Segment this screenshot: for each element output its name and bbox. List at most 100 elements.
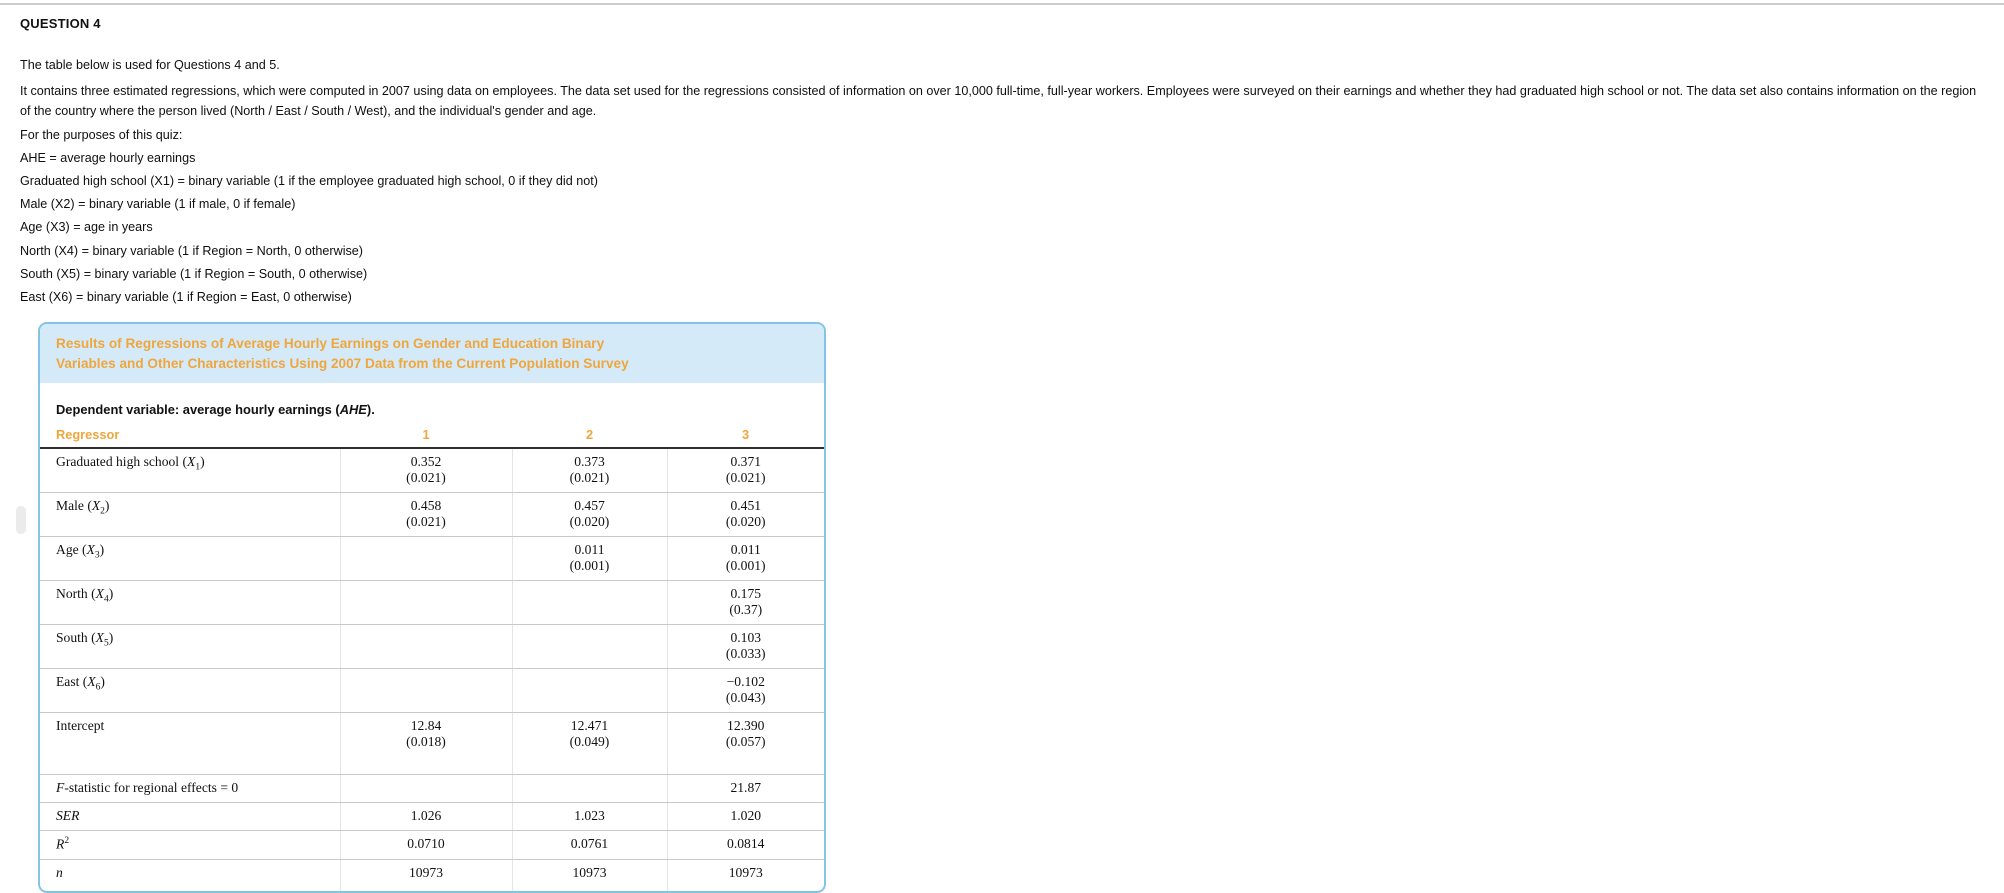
coefficient-cell — [511, 624, 667, 670]
standard-error-value: (0.020) — [569, 514, 610, 530]
scrollbar-thumb[interactable] — [16, 506, 26, 534]
coefficient-cell: 0.373 (0.021) — [511, 448, 667, 494]
statistic-cell: 10973 — [339, 859, 512, 891]
estimate-value: 0.451 — [730, 498, 762, 514]
table-title-line1: Results of Regressions of Average Hourly… — [56, 336, 605, 352]
variable-definition: North (X4) = binary variable (1 if Regio… — [20, 243, 363, 258]
table-header-row: Regressor 1 2 3 — [40, 425, 824, 450]
regression-results-table: Results of Regressions of Average Hourly… — [38, 322, 826, 893]
row-label: Graduated high school (X1) — [40, 448, 340, 494]
row-label: North (X4) — [40, 580, 340, 626]
row-label: Male (X2) — [40, 492, 340, 538]
standard-error-value: (0.043) — [725, 690, 766, 706]
intro-paragraph: It contains three estimated regressions,… — [20, 84, 1977, 119]
standard-error-value: (0.021) — [569, 470, 610, 486]
standard-error-value: (0.021) — [406, 514, 446, 530]
standard-error-value: (0.018) — [406, 734, 446, 750]
coefficient-cell — [339, 624, 512, 670]
row-label: Age (X3) — [40, 536, 340, 582]
statistic-cell: 1.023 — [511, 802, 667, 832]
estimate-value: 12.84 — [410, 718, 442, 734]
table-row: n 10973 10973 10973 — [40, 859, 824, 891]
intro-paragraph: The table below is used for Questions 4 … — [20, 58, 280, 72]
estimate-value: 0.011 — [574, 542, 605, 558]
estimate-value: −0.102 — [726, 674, 765, 690]
coefficient-cell: 0.011 (0.001) — [666, 536, 824, 582]
coefficient-cell: 0.103 (0.033) — [666, 624, 824, 670]
coefficient-cell — [511, 580, 667, 626]
coefficient-cell: 12.84 (0.018) — [339, 712, 512, 776]
regressor-header: Regressor — [40, 425, 340, 450]
estimate-value: 0.373 — [574, 454, 605, 470]
table-row: R2 0.0710 0.0761 0.0814 — [40, 830, 824, 860]
column-header-3: 3 — [667, 425, 824, 450]
standard-error-value: (0.020) — [725, 514, 766, 530]
standard-error-value: (0.021) — [725, 470, 766, 486]
table-row: Graduated high school (X1) 0.352 (0.021) 0.… — [40, 448, 824, 494]
coefficient-cell: −0.102 (0.043) — [666, 668, 824, 714]
table-row: North (X4) 0.175 (0.37) — [40, 580, 824, 626]
coefficient-cell: 12.390 (0.057) — [666, 712, 824, 776]
estimate-value: 0.371 — [730, 454, 762, 470]
row-label: East (X6) — [40, 668, 340, 714]
coefficient-cell: 0.457 (0.020) — [511, 492, 667, 538]
intro-paragraph: For the purposes of this quiz: — [20, 127, 183, 142]
coefficient-cell: 0.458 (0.021) — [339, 492, 512, 538]
estimate-value: 0.457 — [574, 498, 605, 514]
column-header-2: 2 — [512, 425, 667, 450]
statistic-cell: 0.0814 — [666, 830, 824, 860]
standard-error-value: (0.049) — [569, 734, 610, 750]
table-title-line2: Variables and Other Characteristics Usin… — [56, 356, 629, 372]
variable-definition: East (X6) = binary variable (1 if Region… — [20, 290, 352, 305]
variable-definition: Graduated high school (X1) = binary vari… — [20, 174, 598, 189]
statistic-cell: 1.026 — [339, 802, 512, 832]
standard-error-value: (0.001) — [725, 558, 766, 574]
table-row: Age (X3) 0.011 (0.001) 0.011 (0.001) — [40, 536, 824, 582]
standard-error-value: (0.057) — [725, 734, 766, 750]
statistic-cell: 21.87 — [666, 774, 824, 804]
dependent-variable-note: Dependent variable: average hourly earni… — [56, 402, 375, 418]
estimate-value: 12.390 — [727, 718, 765, 734]
coefficient-cell: 0.352 (0.021) — [339, 448, 512, 494]
coefficient-cell — [339, 668, 512, 714]
coefficient-cell — [339, 580, 512, 626]
statistic-cell — [511, 774, 667, 804]
estimate-value: 0.175 — [730, 586, 762, 602]
statistic-cell — [339, 774, 512, 804]
column-header-1: 1 — [340, 425, 512, 450]
table-row: Intercept 12.84 (0.018) 12.471 (0.049) 12.390… — [40, 712, 824, 776]
standard-error-value: (0.033) — [725, 646, 766, 662]
variable-definition: Age (X3) = age in years — [20, 220, 153, 235]
row-label: n — [56, 864, 63, 880]
statistic-cell: 1.020 — [666, 802, 824, 832]
question-intro: The table below is used for Questions 4 … — [20, 55, 1984, 307]
top-divider — [0, 3, 2004, 5]
coefficient-cell — [339, 536, 512, 582]
row-label: Intercept — [40, 712, 340, 776]
table-row: F-statistic for regional effects = 0 21.8… — [40, 774, 824, 804]
estimate-value: 0.103 — [730, 630, 762, 646]
coefficient-cell: 0.175 (0.37) — [666, 580, 824, 626]
question-title: QUESTION 4 — [20, 16, 101, 31]
estimate-value: 12.471 — [570, 718, 609, 734]
coefficient-cell — [511, 668, 667, 714]
estimate-value: 0.458 — [410, 498, 442, 514]
row-label: F-statistic for regional effects = 0 — [40, 774, 340, 804]
table-row: East (X6) −0.102 (0.043) — [40, 668, 824, 714]
statistic-cell: 0.0710 — [339, 830, 512, 860]
variable-definition: Male (X2) = binary variable (1 if male, … — [20, 197, 296, 212]
estimate-value: 0.352 — [410, 454, 442, 470]
coefficient-cell: 0.011 (0.001) — [511, 536, 667, 582]
regression-table-rows: Regressor 1 2 3 Graduated high school (X… — [40, 425, 824, 891]
statistic-cell: 10973 — [511, 859, 667, 891]
coefficient-cell: 0.451 (0.020) — [666, 492, 824, 538]
table-row: SER 1.026 1.023 1.020 — [40, 802, 824, 832]
table-title: Results of Regressions of Average Hourly… — [40, 324, 824, 384]
standard-error-value: (0.021) — [406, 470, 446, 486]
table-body-area: Dependent variable: average hourly earni… — [40, 383, 824, 891]
standard-error-value: (0.37) — [729, 602, 763, 618]
variable-definition: South (X5) = binary variable (1 if Regio… — [20, 266, 368, 281]
regression-table: Regressor 1 2 3 Graduated high school (X… — [40, 425, 824, 891]
table-row: Male (X2) 0.458 (0.021) 0.457 (0.020) 0.451 (0… — [40, 492, 824, 538]
coefficient-cell: 12.471 (0.049) — [511, 712, 667, 776]
